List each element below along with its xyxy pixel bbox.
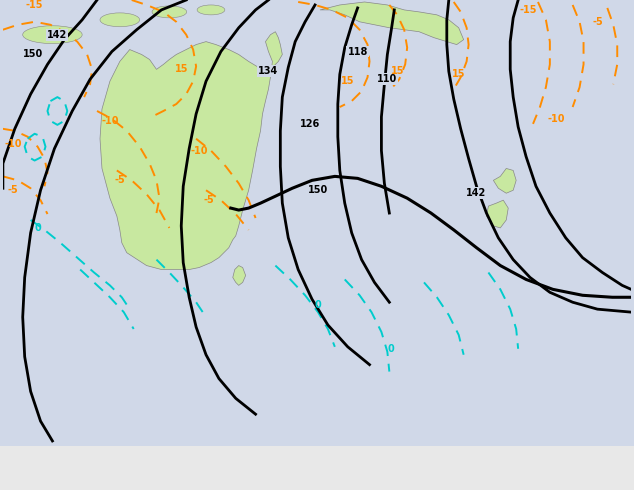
Text: -10: -10 [190,146,208,156]
Text: 150: 150 [22,49,42,59]
Text: -5: -5 [115,175,125,185]
Text: 142: 142 [48,30,67,40]
Text: -15: -15 [519,5,537,15]
Text: Height/Temp. 850 hPa [gdpm] ECMWF: Height/Temp. 850 hPa [gdpm] ECMWF [8,458,243,471]
Ellipse shape [23,26,82,44]
Text: -5: -5 [592,17,603,27]
Text: 15: 15 [341,76,354,86]
Text: 150: 150 [308,185,328,195]
Text: Tu 11-06-2024 12:00 UTC (12+144): Tu 11-06-2024 12:00 UTC (12+144) [398,458,626,471]
Polygon shape [100,32,282,270]
Polygon shape [233,266,245,285]
Text: -5: -5 [204,195,214,205]
Text: 118: 118 [347,47,368,56]
Text: -10: -10 [101,116,119,126]
Text: 15: 15 [391,66,404,76]
Polygon shape [486,200,508,228]
Text: 0: 0 [314,300,321,310]
Text: 0: 0 [388,344,395,354]
Text: 110: 110 [377,74,398,84]
Polygon shape [493,169,516,193]
Ellipse shape [152,6,186,18]
Text: 15: 15 [174,64,188,74]
Text: 134: 134 [258,66,278,76]
Text: 0: 0 [34,223,41,233]
Text: 15: 15 [452,69,465,79]
Text: -5: -5 [8,185,18,195]
Text: ©weatheronline.co.uk: ©weatheronline.co.uk [491,478,626,488]
Ellipse shape [197,5,225,15]
Text: 126: 126 [300,119,320,129]
Text: -10: -10 [4,139,22,148]
Text: -15: -15 [26,0,43,10]
Ellipse shape [100,13,139,27]
Text: 142: 142 [467,188,487,198]
Polygon shape [320,2,463,45]
Text: -10: -10 [547,114,564,124]
